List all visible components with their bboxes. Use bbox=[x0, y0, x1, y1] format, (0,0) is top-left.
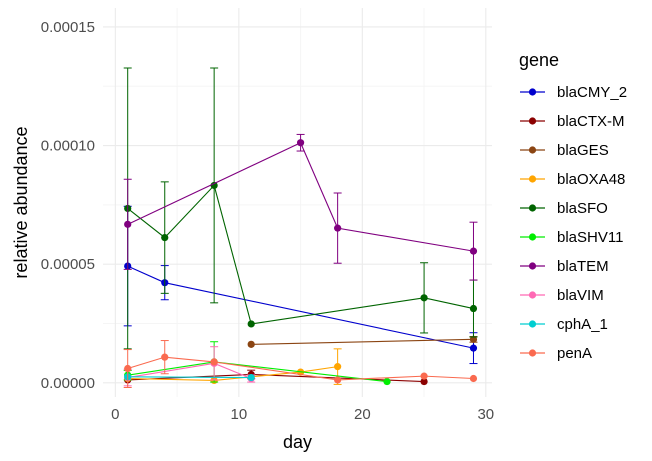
legend-key-point bbox=[528, 349, 537, 357]
series-blaTEM bbox=[123, 133, 478, 281]
y-tick-label: 0.00000 bbox=[41, 375, 95, 392]
data-point bbox=[210, 358, 218, 366]
data-point bbox=[210, 181, 218, 190]
legend-label: blaSFO bbox=[557, 200, 608, 217]
data-point bbox=[161, 234, 169, 242]
series-line bbox=[127, 356, 474, 381]
legend-label: blaTEM bbox=[557, 258, 609, 275]
data-point bbox=[124, 220, 132, 228]
legend-key-point bbox=[528, 204, 537, 212]
legend-key-point bbox=[528, 320, 537, 328]
data-point bbox=[420, 294, 428, 302]
legend-item-blaOXA48: blaOXA48 bbox=[520, 171, 625, 188]
legend-key-point bbox=[528, 291, 537, 299]
legend-label: blaSHV11 bbox=[557, 229, 623, 246]
legend-key-point bbox=[528, 262, 537, 270]
data-point bbox=[247, 320, 255, 328]
legend-key-point bbox=[528, 117, 537, 125]
series-line bbox=[251, 338, 474, 345]
legend: gene blaCMY_2 blaCTX-M blaGES blaOXA48 blaSF… bbox=[519, 50, 627, 362]
series-line bbox=[127, 376, 252, 379]
data-point bbox=[161, 353, 169, 361]
legend-item-penA: penA bbox=[520, 345, 592, 362]
legend-title: gene bbox=[519, 50, 559, 70]
y-axis-title: relative abundance bbox=[11, 126, 31, 278]
legend-key-point bbox=[528, 88, 537, 96]
y-tick-label: 0.00015 bbox=[41, 19, 95, 36]
legend-label: blaOXA48 bbox=[557, 171, 625, 188]
legend-item-blaSFO: blaSFO bbox=[520, 200, 608, 217]
data-point bbox=[247, 340, 255, 348]
legend-key-point bbox=[528, 146, 537, 154]
legend-label: blaVIM bbox=[557, 287, 604, 304]
data-point bbox=[469, 304, 478, 313]
y-tick-label: 0.00005 bbox=[41, 256, 95, 273]
legend-item-blaTEM: blaTEM bbox=[520, 258, 609, 275]
legend-item-blaCTX-M: blaCTX-M bbox=[520, 113, 625, 130]
data-point bbox=[124, 364, 132, 373]
x-axis: 0 10 20 30 bbox=[111, 406, 494, 423]
series-line bbox=[127, 184, 474, 325]
data-point bbox=[420, 372, 428, 380]
legend-item-blaGES: blaGES bbox=[520, 142, 609, 159]
data-point bbox=[334, 376, 342, 384]
series-blaOXA48 bbox=[124, 348, 342, 385]
data-point bbox=[469, 374, 478, 383]
x-tick-label: 0 bbox=[111, 406, 119, 423]
data-point bbox=[296, 139, 305, 147]
legend-label: blaGES bbox=[557, 142, 609, 159]
data-point bbox=[334, 363, 342, 371]
data-point bbox=[469, 344, 478, 352]
data-point bbox=[334, 224, 342, 232]
data-point bbox=[469, 247, 478, 255]
legend-item-blaSHV11: blaSHV11 bbox=[520, 229, 623, 246]
legend-item-cphA_1: cphA_1 bbox=[520, 316, 608, 333]
series-line bbox=[127, 366, 338, 381]
y-axis: 0.00000 0.00005 0.00010 0.00015 bbox=[41, 19, 95, 392]
y-tick-label: 0.00010 bbox=[41, 138, 95, 155]
legend-label: blaCMY_2 bbox=[557, 84, 627, 101]
data-point bbox=[247, 373, 255, 382]
x-tick-label: 20 bbox=[354, 406, 371, 423]
x-tick-label: 10 bbox=[230, 406, 247, 423]
legend-label: penA bbox=[557, 345, 592, 362]
series-penA bbox=[123, 340, 478, 389]
data-point bbox=[383, 377, 391, 386]
legend-label: blaCTX-M bbox=[557, 113, 625, 130]
data-point bbox=[469, 335, 478, 343]
legend-key-point bbox=[528, 175, 537, 183]
legend-item-blaVIM: blaVIM bbox=[520, 287, 604, 304]
legend-item-blaCMY_2: blaCMY_2 bbox=[520, 84, 627, 101]
plot-area bbox=[123, 67, 478, 389]
x-axis-title: day bbox=[283, 432, 312, 452]
series-line bbox=[127, 141, 474, 252]
legend-key-point bbox=[528, 233, 537, 241]
data-point bbox=[420, 377, 428, 386]
x-tick-label: 30 bbox=[477, 406, 494, 423]
grid bbox=[103, 8, 492, 397]
legend-label: cphA_1 bbox=[557, 316, 608, 333]
